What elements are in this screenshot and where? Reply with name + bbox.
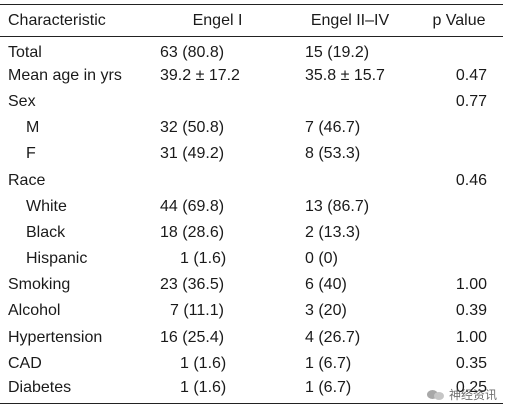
cell-p-value — [415, 246, 503, 272]
header-characteristic: Characteristic — [0, 4, 150, 37]
row-label: F — [26, 145, 36, 163]
row-label: Total — [8, 43, 42, 61]
table-row: Smoking 23 (36.5) 6 (40) 1.00 — [0, 272, 503, 298]
table-row: F 31 (49.2) 8 (53.3) — [0, 141, 503, 167]
cell-engel-ii-iv: 3 (20) — [305, 302, 347, 320]
cell-p-value: 1.00 — [455, 276, 487, 294]
table-row: Alcohol 7 (11.1) 3 (20) 0.39 — [0, 298, 503, 324]
cell-engel-i: 1 (1.6) — [180, 250, 227, 268]
header-engel-ii-iv: Engel II–IV — [285, 4, 415, 37]
row-label: Mean age in yrs — [8, 66, 122, 84]
cell-engel-i: 31 (49.2) — [160, 145, 225, 163]
cell-engel-i: 18 (28.6) — [160, 223, 225, 241]
row-label: Alcohol — [8, 302, 61, 320]
row-label: M — [26, 119, 40, 137]
cell-p-value: 0.39 — [455, 302, 487, 320]
cell-p-value: 1.00 — [455, 328, 487, 346]
cell-p-value — [415, 220, 503, 246]
table-row: Race 0.46 — [0, 167, 503, 193]
table-row: Diabetes 1 (1.6) 1 (6.7) 0.25 — [0, 376, 503, 404]
table-row: White 44 (69.8) 13 (86.7) — [0, 194, 503, 220]
cell-engel-ii-iv: 0 (0) — [305, 250, 338, 268]
table-row: Total 63 (80.8) 15 (19.2) — [0, 37, 503, 63]
cell-engel-i: 1 (1.6) — [150, 376, 285, 404]
cell-p-value: 0.46 — [455, 171, 487, 189]
row-label: CAD — [8, 354, 42, 372]
cell-p-value — [415, 115, 503, 141]
cell-engel-i: 7 (11.1) — [170, 302, 224, 320]
cell-engel-ii-iv: 2 (13.3) — [305, 223, 361, 241]
cell-p-value — [415, 141, 503, 167]
table-row: Black 18 (28.6) 2 (13.3) — [0, 220, 503, 246]
cell-engel-i: 23 (36.5) — [160, 276, 225, 294]
cell-engel-ii-iv: 6 (40) — [305, 276, 347, 294]
cell-engel-ii-iv — [285, 89, 415, 115]
cell-engel-i — [150, 167, 285, 193]
cell-engel-ii-iv: 1 (6.7) — [285, 376, 415, 404]
characteristics-table: Characteristic Engel I Engel II–IV p Val… — [0, 4, 503, 404]
header-p-value: p Value — [415, 4, 503, 37]
cell-engel-i: 16 (25.4) — [160, 328, 225, 346]
cell-engel-ii-iv: 7 (46.7) — [305, 119, 361, 137]
row-label: Hispanic — [26, 250, 88, 268]
cell-p-value: 0.47 — [455, 66, 487, 84]
table-header: Characteristic Engel I Engel II–IV p Val… — [0, 4, 503, 37]
cell-engel-ii-iv: 15 (19.2) — [305, 43, 370, 61]
row-label: White — [26, 197, 67, 215]
table-row: Sex 0.77 — [0, 89, 503, 115]
cell-engel-i: 1 (1.6) — [180, 354, 227, 372]
cell-p-value — [415, 37, 503, 63]
cell-engel-i: 44 (69.8) — [160, 197, 225, 215]
cell-engel-i: 39.2 ± 17.2 — [160, 66, 240, 84]
row-label: Black — [26, 223, 66, 241]
row-label: Hypertension — [8, 328, 103, 346]
row-label: Smoking — [8, 276, 71, 294]
table-body: Total 63 (80.8) 15 (19.2) Mean age in yr… — [0, 37, 503, 404]
header-engel-i: Engel I — [150, 4, 285, 37]
cell-p-value — [415, 194, 503, 220]
cell-engel-ii-iv: 1 (6.7) — [305, 354, 352, 372]
cell-p-value: 0.77 — [455, 92, 487, 110]
row-label: Sex — [8, 92, 36, 110]
cell-engel-ii-iv: 4 (26.7) — [305, 328, 361, 346]
table-row: M 32 (50.8) 7 (46.7) — [0, 115, 503, 141]
row-label: Race — [8, 171, 46, 189]
cell-engel-i: 63 (80.8) — [160, 43, 225, 61]
cell-engel-i — [150, 89, 285, 115]
cell-engel-i: 32 (50.8) — [160, 119, 225, 137]
cell-engel-ii-iv — [285, 167, 415, 193]
table-row: Mean age in yrs 39.2 ± 17.2 35.8 ± 15.7 … — [0, 63, 503, 89]
watermark-text: 神经资讯 — [448, 388, 497, 402]
row-label: Diabetes — [0, 376, 150, 404]
watermark: 神经资讯 — [426, 386, 497, 403]
cell-engel-ii-iv: 13 (86.7) — [305, 197, 370, 215]
wechat-icon — [426, 388, 445, 402]
header-row: Characteristic Engel I Engel II–IV p Val… — [0, 4, 503, 37]
table-row: Hispanic 1 (1.6) 0 (0) — [0, 246, 503, 272]
table-row: CAD 1 (1.6) 1 (6.7) 0.35 — [0, 351, 503, 377]
cell-p-value: 0.35 — [455, 354, 487, 372]
cell-engel-ii-iv: 8 (53.3) — [305, 145, 361, 163]
table-row: Hypertension 16 (25.4) 4 (26.7) 1.00 — [0, 325, 503, 351]
cell-engel-ii-iv: 35.8 ± 15.7 — [305, 66, 385, 84]
characteristics-table-container: Characteristic Engel I Engel II–IV p Val… — [0, 4, 503, 404]
